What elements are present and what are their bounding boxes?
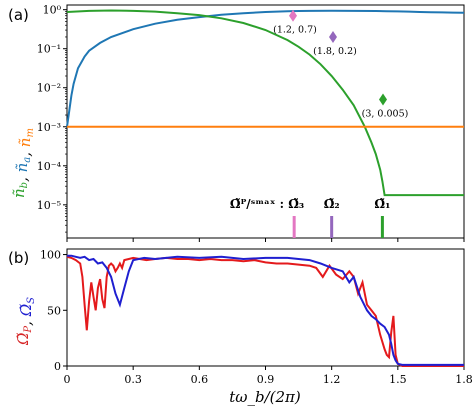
a-ylabel-sub-2: a [22,157,33,163]
a-marker-label-2: (3, 0.005) [362,108,409,119]
a-ylabel-sub-0: b [19,182,30,188]
b-ylabel-part-0: Ω̃ [14,333,32,346]
panel-b-x-axis-label: tω_b/(2π) [229,388,301,406]
b-y-tick-label-1: 50 [47,304,61,317]
b-ylabel-sub-2: S [26,297,37,304]
a-freq-label-2: Ω̃₁ [374,197,390,211]
a-y-tick-label-1: 10⁻¹ [37,43,61,56]
a-marker-diamond-1 [329,30,337,43]
b-ylabel-part-2: Ω̃ [17,304,35,317]
b-x-tick-label-4: 1.2 [323,373,341,386]
a-y-tick-label-5: 10⁻⁵ [37,199,61,212]
b-series-line-0 [66,255,464,367]
b-x-tick-label-3: 0.9 [257,373,275,386]
a-marker-diamond-0 [289,9,297,22]
a-marker-label-0: (1.2, 0.7) [273,25,317,36]
b-y-tick-label-2: 100 [40,249,61,262]
a-ylabel-part-2: ñ [13,163,31,173]
panel-a-y-axis-label: ñb, ña, ñm [10,128,36,198]
a-y-tick-label-0: 10⁰ [43,4,62,17]
b-ylabel-part-1: , [17,316,35,326]
panel-b-series [66,254,464,367]
panel-a-frequency-markers: Ω̃ᴾ/ˢᵐᵃˣ : Ω̃₃ Ω̃₂ Ω̃₁ [230,197,390,238]
panel-a-series [66,9,465,197]
b-x-tick-label-1: 0.3 [124,373,142,386]
b-x-tick-label-5: 1.5 [389,373,407,386]
b-y-tick-label-0: 0 [54,360,61,373]
a-ylabel-part-0: ñ [10,188,28,198]
panel-b-frame [66,248,465,367]
b-x-tick-label-6: 1.8 [455,373,473,386]
a-marker-label-1: (1.8, 0.2) [313,46,357,57]
panel-a-label: (a) [8,6,29,24]
b-x-tick-label-2: 0.6 [191,373,209,386]
a-marker-diamond-2 [379,93,387,106]
b-ylabel-sub-0: P [23,326,34,334]
b-series-line-1 [67,254,464,366]
a-series-line-0 [66,9,465,127]
panel-a-markers: (1.2, 0.7) (1.8, 0.2) (3, 0.005) [273,9,409,119]
a-series-line-1 [66,9,464,197]
panel-b-x-ticks: 0 0.3 0.6 0.9 1.2 1.5 1.8 [64,366,473,386]
a-y-tick-label-4: 10⁻⁴ [37,160,62,173]
panel-b-label: (b) [8,249,29,267]
panel-b-y-axis-label: Ω̃P, Ω̃S [14,297,37,346]
panel-b-y-ticks: 0 50 100 [40,249,67,373]
a-y-tick-label-2: 10⁻² [37,82,61,95]
panel-a-y-ticks: 10⁰ 10⁻¹ 10⁻² 10⁻³ 10⁻⁴ 10⁻⁵ [37,4,465,242]
a-ylabel-part-3: , [16,147,34,157]
b-x-tick-label-0: 0 [64,373,71,386]
a-freq-label-1: Ω̃₂ [324,197,340,211]
a-ylabel-part-1: , [13,172,31,182]
a-y-tick-label-3: 10⁻³ [37,121,61,134]
a-freq-label-0: Ω̃ᴾ/ˢᵐᵃˣ : Ω̃₃ [230,197,304,211]
a-ylabel-part-4: ñ [16,138,34,148]
a-ylabel-sub-4: m [25,128,36,137]
